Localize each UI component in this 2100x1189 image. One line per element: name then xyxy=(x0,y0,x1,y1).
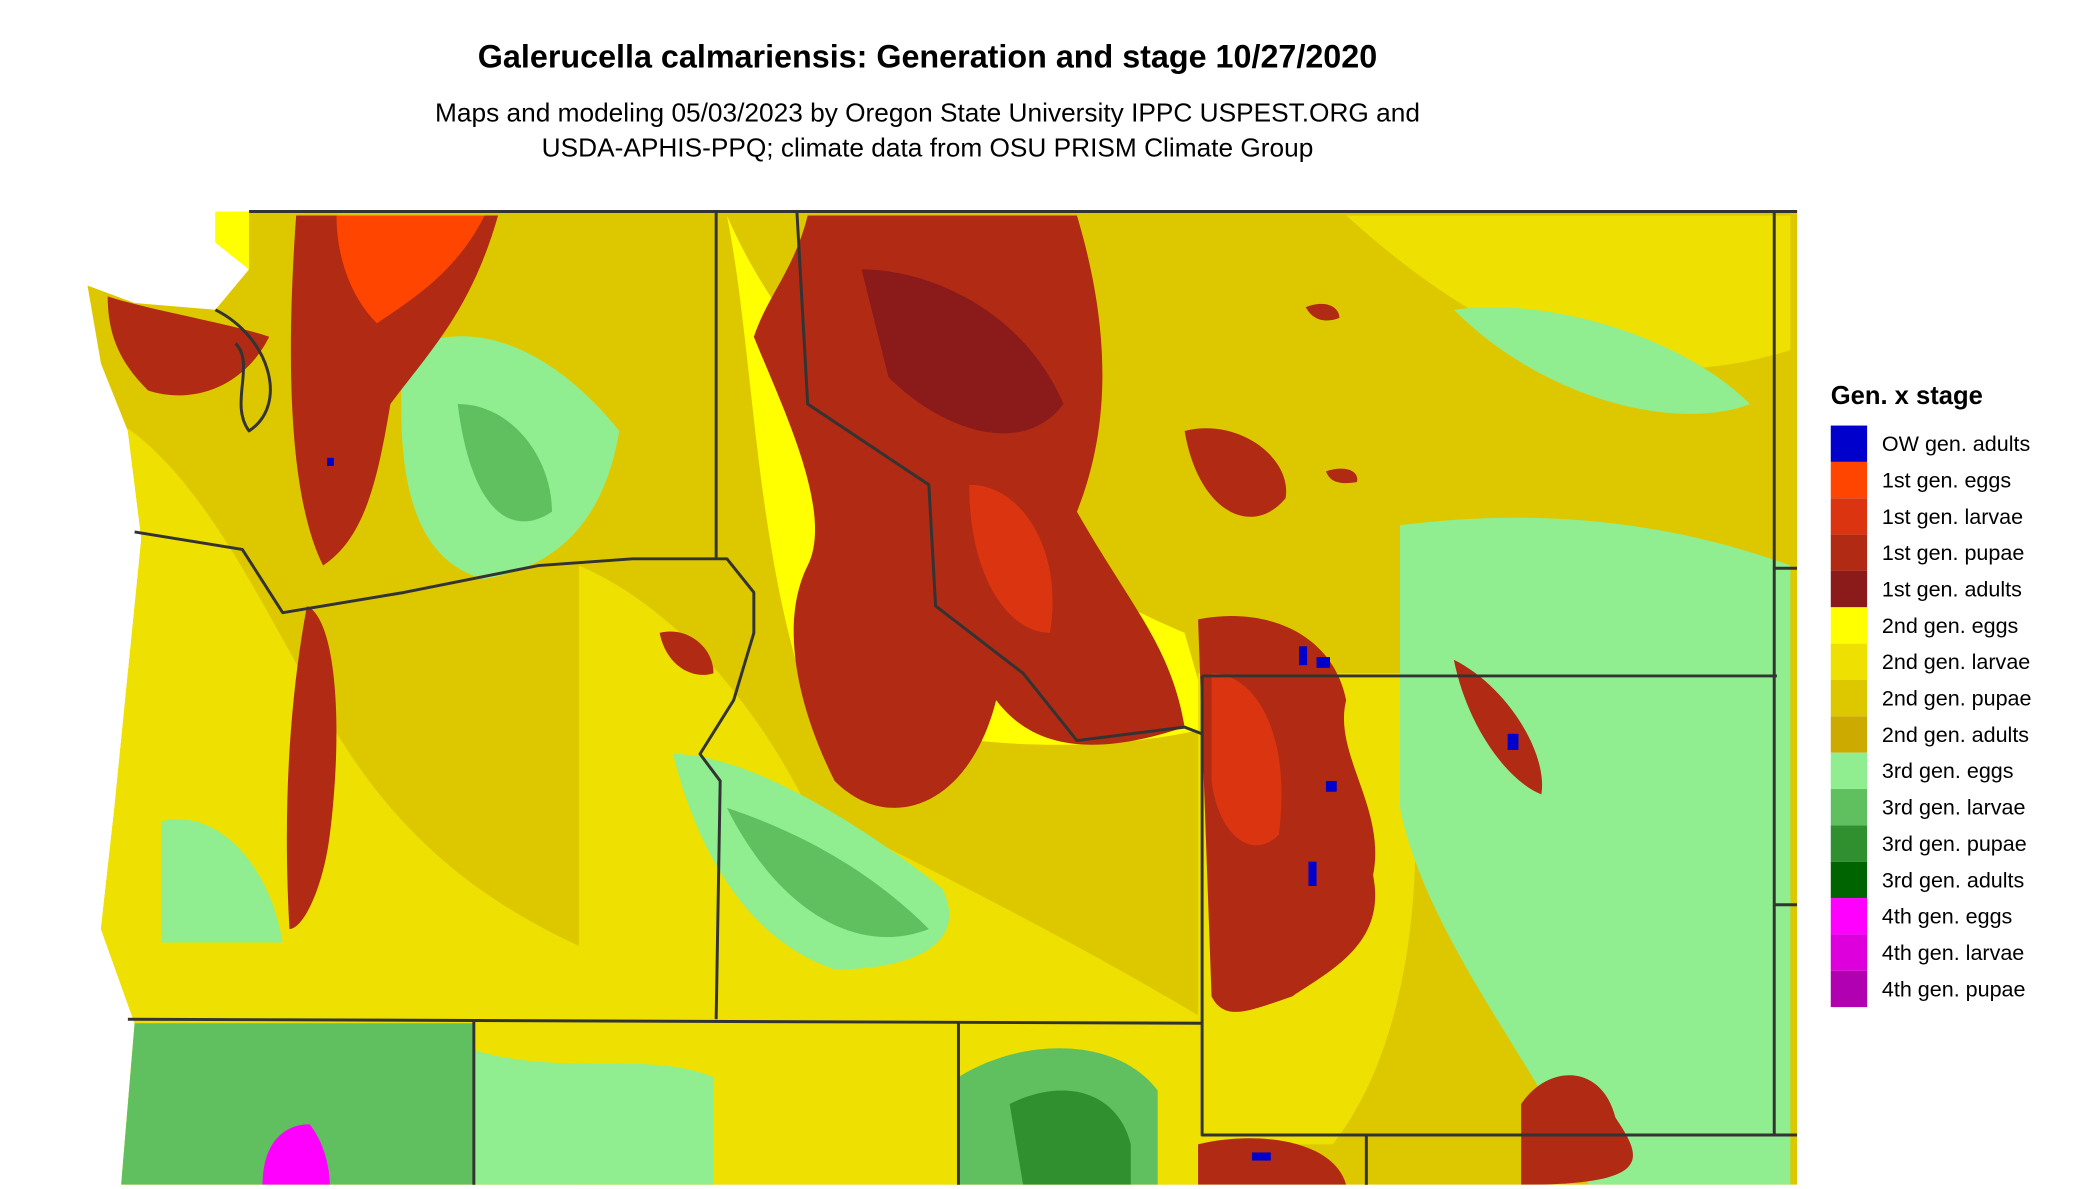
legend-label: 4th gen. larvae xyxy=(1882,941,2024,965)
legend-label: 1st gen. larvae xyxy=(1882,505,2023,529)
map-subtitle-line-1: Maps and modeling 05/03/2023 by Oregon S… xyxy=(435,97,1420,127)
legend-swatch xyxy=(1830,789,1868,826)
legend-swatch xyxy=(1830,970,1868,1008)
legend-label: 1st gen. adults xyxy=(1882,578,2022,602)
legend-label: OW gen. adults xyxy=(1882,432,2030,456)
legend-title: Gen. x stage xyxy=(1831,382,1983,410)
legend-swatch xyxy=(1830,679,1868,717)
legend-label: 1st gen. eggs xyxy=(1882,468,2011,492)
legend-swatch xyxy=(1830,934,1868,971)
state-boundaries xyxy=(127,210,1798,1185)
legend-swatch xyxy=(1830,425,1868,462)
legend-label: 4th gen. pupae xyxy=(1882,977,2026,1001)
map-raster xyxy=(87,211,1798,1185)
legend-label: 3rd gen. eggs xyxy=(1882,759,2014,783)
legend-swatch xyxy=(1830,752,1868,790)
legend-label: 3rd gen. adults xyxy=(1882,868,2024,892)
legend-swatch xyxy=(1830,643,1868,680)
legend-label: 2nd gen. eggs xyxy=(1882,614,2018,638)
legend-swatch xyxy=(1830,607,1868,644)
legend: Gen. x stage OW gen. adults 1st gen. eggs… xyxy=(1830,382,2032,1008)
legend-swatch xyxy=(1830,534,1868,571)
legend-label: 2nd gen. pupae xyxy=(1882,687,2032,711)
legend-swatch xyxy=(1830,825,1868,862)
map-subtitle-line-2: USDA-APHIS-PPQ; climate data from OSU PR… xyxy=(542,132,1314,162)
legend-swatch xyxy=(1830,898,1868,935)
legend-label: 3rd gen. larvae xyxy=(1882,796,2026,820)
legend-label: 3rd gen. pupae xyxy=(1882,832,2027,856)
legend-swatch xyxy=(1830,716,1868,753)
legend-label: 1st gen. pupae xyxy=(1882,541,2024,565)
legend-label: 2nd gen. adults xyxy=(1882,723,2029,747)
map-title: Galerucella calmariensis: Generation and… xyxy=(478,38,1377,74)
legend-swatch xyxy=(1830,861,1868,899)
legend-swatch xyxy=(1830,498,1868,535)
legend-label: 2nd gen. larvae xyxy=(1882,650,2030,674)
legend-swatch xyxy=(1830,570,1868,608)
legend-label: 4th gen. eggs xyxy=(1882,905,2012,929)
legend-swatch xyxy=(1830,461,1868,499)
